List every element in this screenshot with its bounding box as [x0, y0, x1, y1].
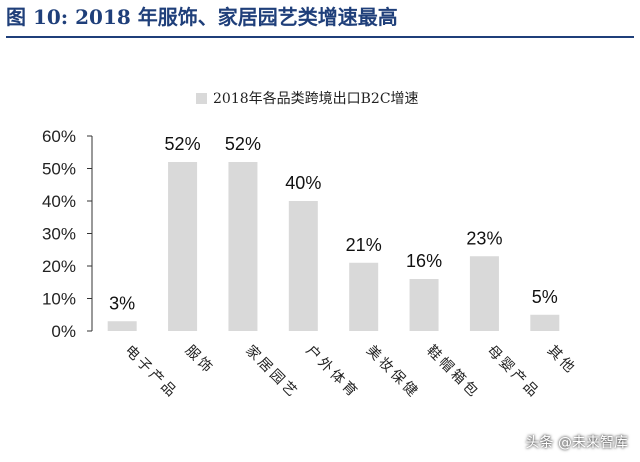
bar — [228, 162, 258, 331]
category-label: 家居园艺 — [242, 342, 302, 402]
legend-swatch — [196, 92, 207, 104]
title-divider — [6, 36, 634, 38]
data-label: 23% — [466, 228, 502, 248]
data-label: 52% — [225, 134, 261, 154]
bar — [288, 201, 318, 331]
figure-title: 图 10: 2018 年服饰、家居园艺类增速最高 — [6, 5, 398, 29]
bar — [409, 279, 439, 331]
watermark: 头条 @未来智库 — [525, 435, 628, 451]
category-label: 其他 — [544, 343, 579, 378]
y-tick-label: 20% — [42, 257, 76, 276]
data-label: 5% — [532, 287, 558, 307]
category-label: 鞋帽箱包 — [423, 343, 482, 402]
y-tick-label: 50% — [42, 160, 76, 179]
bar — [168, 162, 198, 331]
y-tick-label: 30% — [42, 225, 76, 244]
y-tick-label: 0% — [51, 322, 76, 341]
category-label: 户外体育 — [302, 342, 362, 402]
data-label: 3% — [109, 293, 135, 313]
y-tick-label: 40% — [42, 192, 76, 211]
y-tick-label: 60% — [42, 127, 76, 146]
legend: 2018年各品类跨境出口B2C增速 — [196, 88, 419, 108]
category-label: 母婴产品 — [484, 343, 543, 402]
category-label: 电子产品 — [121, 343, 180, 402]
data-label: 40% — [285, 173, 321, 193]
data-label: 21% — [346, 235, 382, 255]
data-label: 52% — [165, 134, 201, 154]
bar — [530, 314, 560, 331]
bar — [107, 321, 137, 331]
bar — [469, 256, 499, 331]
y-tick-label: 10% — [42, 290, 76, 309]
category-label: 服饰 — [182, 343, 217, 378]
data-label: 16% — [406, 251, 442, 271]
category-label: 美妆保健 — [363, 343, 422, 402]
legend-label: 2018年各品类跨境出口B2C增速 — [213, 91, 419, 107]
bar — [349, 262, 379, 331]
